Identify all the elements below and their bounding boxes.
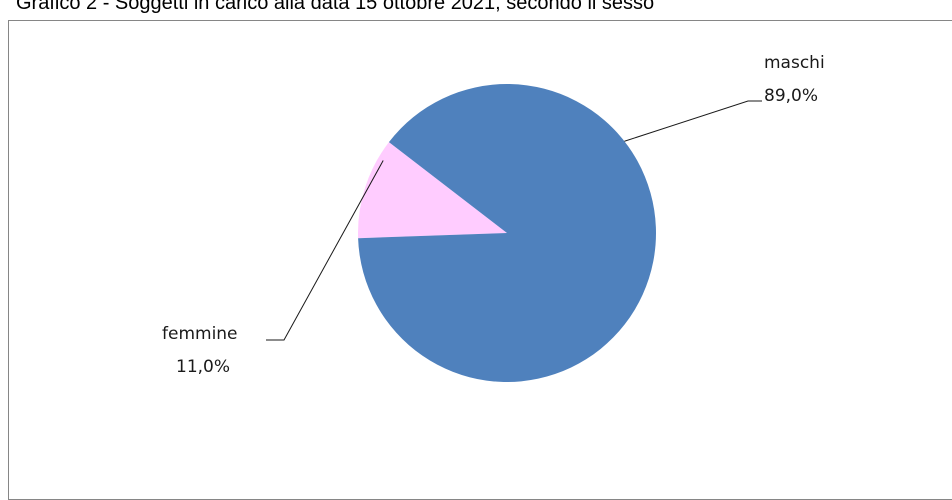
pie-chart: maschi 89,0% femmine 11,0% (162, 53, 825, 383)
label-maschi-value: 89,0% (764, 86, 818, 106)
label-femmine-value: 11,0% (176, 357, 230, 377)
leader-line-maschi (624, 100, 762, 142)
pie-slice-maschi (358, 84, 656, 383)
leader-line-femmine (266, 160, 384, 341)
chart-title: Grafico 2 - Soggetti in carico alla data… (16, 0, 655, 14)
label-femmine-name: femmine (162, 324, 238, 344)
label-maschi-name: maschi (764, 53, 825, 73)
pie-slice-femmine (358, 142, 507, 239)
